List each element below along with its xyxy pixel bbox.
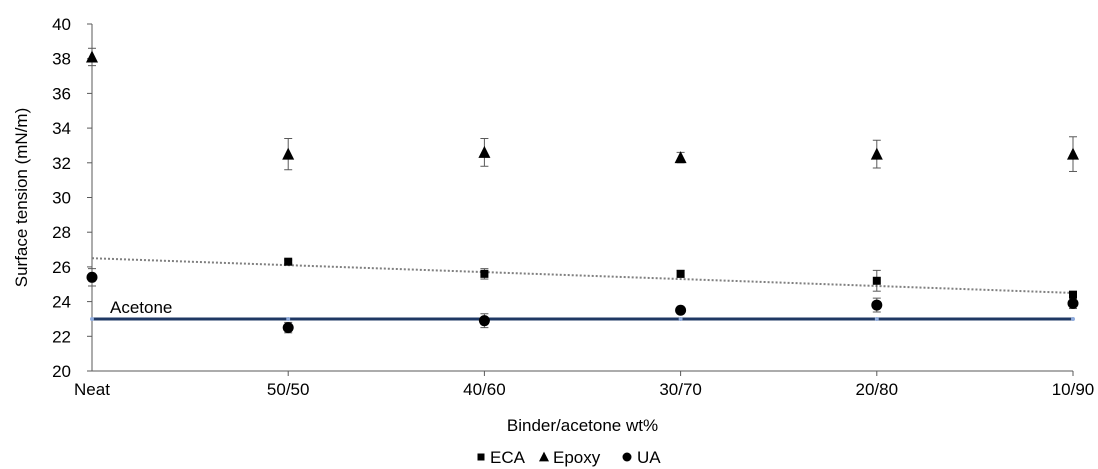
epoxy-data-point: [1067, 147, 1079, 160]
x-tick-label: 40/60: [463, 380, 506, 399]
trendline-group: [91, 257, 1074, 294]
axes: 20 22 24 26 28 30 32 34 36 38 40 Neat 50/50 40/60 30/7…: [52, 15, 1094, 399]
epoxy-data-point: [478, 145, 491, 158]
x-tick-label: 10/90: [1052, 380, 1095, 399]
reference-line-point: [1071, 316, 1075, 321]
y-tick-label: 24: [52, 293, 71, 312]
acetone-label: Acetone: [110, 298, 172, 317]
ua-data-point: [86, 271, 98, 283]
reference-line-point: [874, 316, 879, 321]
eca-data-point: [480, 269, 489, 278]
x-tick-label: Neat: [74, 380, 110, 399]
reference-line-point: [678, 316, 683, 321]
y-tick-label: 20: [52, 362, 71, 381]
reference-line-group: Acetone: [90, 298, 1075, 321]
legend: ECA Epoxy UA: [477, 448, 661, 467]
y-tick-label: 30: [52, 189, 71, 208]
y-tick-label: 34: [52, 119, 71, 138]
legend-label-eca: ECA: [490, 448, 526, 467]
eca-data-point: [284, 257, 293, 266]
ua-data-point: [1067, 297, 1079, 309]
eca-data-point: [872, 276, 881, 285]
legend-label-ua: UA: [637, 448, 661, 467]
legend-marker-epoxy: [539, 451, 549, 462]
y-tick-label: 32: [52, 154, 71, 173]
x-tick-label: 20/80: [856, 380, 899, 399]
ua-data-point: [871, 299, 883, 311]
ua-data-point: [675, 304, 687, 316]
epoxy-data-point: [86, 50, 98, 63]
y-tick-label: 26: [52, 258, 71, 277]
legend-marker-ua: [622, 452, 632, 462]
ua-data-point: [478, 315, 490, 327]
legend-label-epoxy: Epoxy: [553, 448, 601, 467]
eca-data-point: [676, 269, 685, 278]
reference-line-point: [90, 316, 94, 321]
x-axis-title: Binder/acetone wt%: [507, 416, 658, 435]
epoxy-data-point: [282, 147, 295, 160]
y-tick-label: 38: [52, 50, 71, 69]
y-tick-label: 40: [52, 15, 71, 34]
epoxy-data-point: [674, 151, 687, 164]
error-bars: [88, 47, 1077, 334]
trendline: [91, 257, 1074, 294]
reference-line-point: [286, 316, 291, 321]
legend-marker-eca: [477, 453, 485, 461]
epoxy-data-point: [870, 147, 883, 160]
x-tick-label: 50/50: [267, 380, 310, 399]
x-tick-label: 30/70: [659, 380, 702, 399]
ua-data-point: [282, 322, 294, 334]
eca-data-point: [1069, 290, 1077, 299]
y-axis-title: Surface tension (mN/m): [12, 108, 31, 288]
data-markers: [86, 50, 1079, 334]
y-tick-label: 28: [52, 223, 71, 242]
y-tick-label: 36: [52, 84, 71, 103]
y-tick-label: 22: [52, 327, 71, 346]
